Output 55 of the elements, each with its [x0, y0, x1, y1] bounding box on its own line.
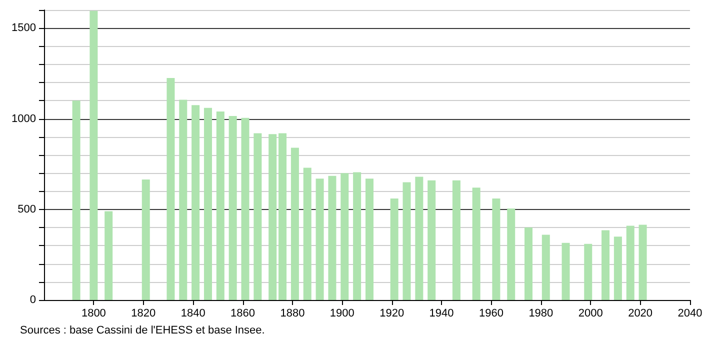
x-tick-label: 1920 [380, 308, 404, 320]
bar [90, 10, 98, 300]
bar [390, 198, 398, 300]
source-note: Sources : base Cassini de l'EHESS et base Insee. [20, 324, 265, 336]
y-tick-label: 500 [18, 203, 36, 216]
bar [472, 188, 480, 300]
bar [278, 133, 287, 300]
bar [562, 242, 570, 300]
bar [166, 78, 175, 300]
x-tick-label: 1800 [81, 308, 106, 320]
x-tick-label: 1960 [478, 308, 504, 320]
y-tick-label: 1000 [12, 112, 36, 125]
bar [402, 182, 411, 300]
x-tick-label: 1820 [131, 308, 156, 320]
x-tick-label: 1860 [230, 308, 256, 320]
x-tick-label: 2000 [578, 308, 603, 320]
bar [204, 108, 212, 300]
bar [365, 178, 374, 300]
bar [303, 168, 312, 300]
bar [72, 100, 80, 300]
y-tick-label: 1500 [12, 22, 36, 34]
bar [179, 100, 188, 300]
bar [452, 180, 460, 300]
bar [104, 211, 113, 300]
bar [192, 105, 200, 300]
bar [216, 112, 224, 300]
bar [492, 198, 500, 300]
x-tick-label: 1940 [429, 308, 454, 320]
bar [428, 180, 436, 300]
x-tick-label: 1980 [528, 308, 554, 320]
y-tick-label: 0 [30, 294, 36, 306]
bar [542, 234, 550, 300]
bar [142, 179, 150, 300]
bar [507, 208, 516, 300]
bar [638, 224, 647, 300]
bar [626, 226, 634, 300]
bar [524, 228, 532, 300]
bar [353, 172, 362, 300]
bar [290, 148, 299, 300]
bar [268, 134, 277, 300]
bar [614, 236, 622, 300]
bar [328, 176, 336, 300]
x-tick-label: 2020 [628, 308, 653, 320]
x-tick-label: 1880 [280, 308, 305, 320]
bar [340, 173, 349, 300]
x-tick-label: 1900 [330, 308, 354, 320]
x-tick-label: 1840 [180, 308, 206, 320]
x-tick-label: 2040 [678, 308, 702, 320]
bar [415, 176, 424, 300]
bar [584, 244, 592, 300]
bar [241, 118, 250, 300]
bar [228, 116, 237, 300]
bar [602, 230, 610, 300]
bar [316, 178, 324, 300]
bar [254, 133, 262, 300]
